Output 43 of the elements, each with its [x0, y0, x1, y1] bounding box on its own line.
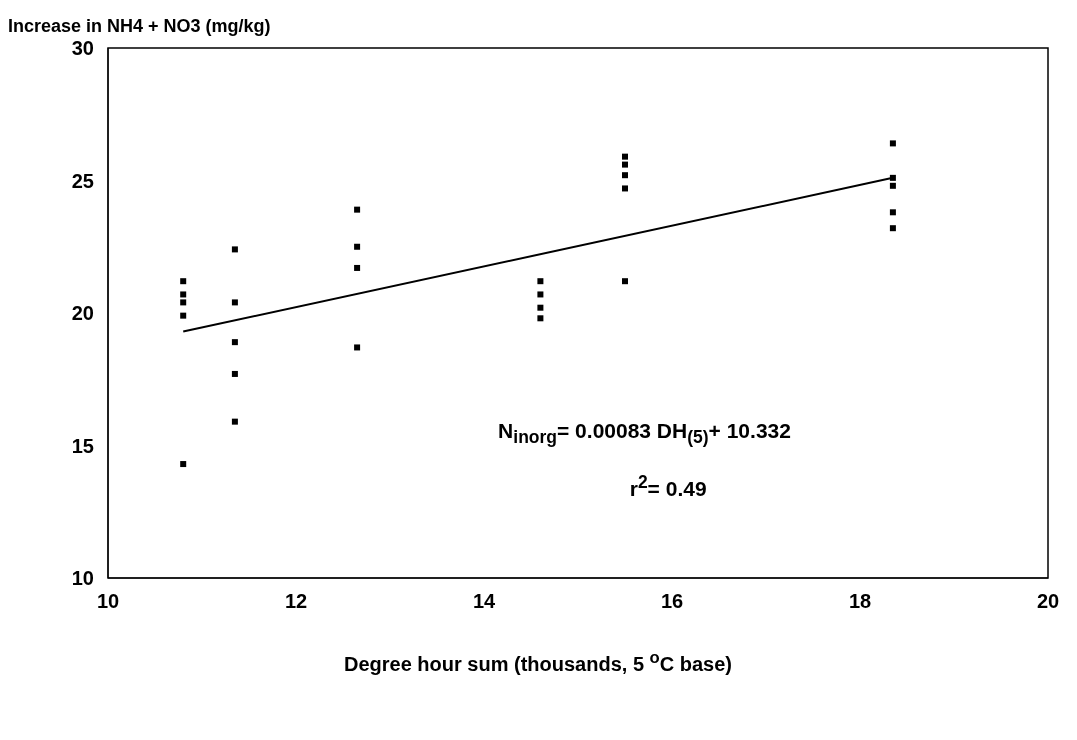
y-tick-label: 20 [71, 302, 94, 325]
point [354, 344, 361, 351]
x-tick-label: 16 [660, 590, 684, 613]
point [354, 243, 361, 250]
point [180, 312, 187, 319]
annotation: N$_{inorg}$= 0.00083 DH$_{(5)}$+ 10.332 [498, 419, 791, 449]
point [537, 291, 544, 298]
x-tick-label: 12 [284, 590, 308, 613]
point [889, 209, 896, 216]
point [537, 304, 544, 311]
point [354, 264, 361, 271]
point [622, 161, 628, 168]
y-tick-label: 15 [71, 434, 94, 457]
y-tick-label: 25 [71, 169, 94, 192]
point [180, 461, 187, 468]
point [180, 291, 187, 298]
point [889, 225, 896, 232]
y-axis-title: Increase in NH4 + NO3 (mg/kg) [8, 16, 271, 37]
point [889, 140, 896, 147]
point [180, 278, 187, 285]
point [231, 246, 238, 253]
point [889, 182, 896, 189]
x-tick-label: 20 [1036, 590, 1060, 613]
point [231, 370, 238, 377]
point [889, 174, 896, 181]
point [622, 153, 628, 160]
annotation: r$^{2}$= 0.49 [629, 472, 707, 501]
x-axis-title: Degree hour sum (thousands, 5 $^{o}$C base) [342, 648, 733, 676]
x-tick-label: 14 [472, 590, 496, 613]
point [231, 418, 238, 425]
point [622, 278, 628, 285]
point [622, 185, 628, 192]
x-tick-label: 10 [96, 590, 120, 613]
point [537, 278, 544, 285]
y-tick-label: 30 [71, 37, 94, 60]
y-tick-label: 10 [71, 567, 94, 590]
point [231, 339, 238, 346]
point [622, 172, 628, 179]
x-tick-label: 18 [848, 590, 872, 613]
point [231, 299, 238, 306]
point [180, 299, 187, 306]
point [537, 315, 544, 322]
point [354, 206, 361, 213]
